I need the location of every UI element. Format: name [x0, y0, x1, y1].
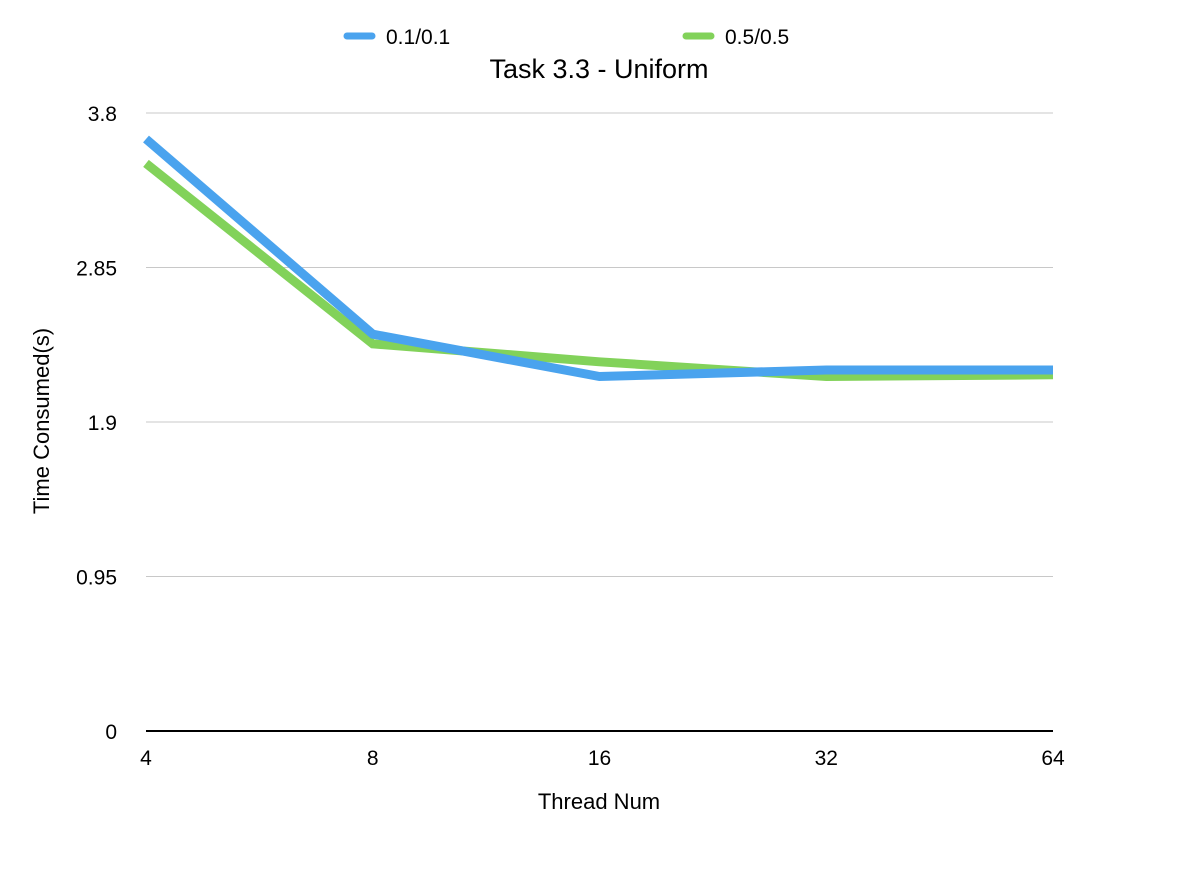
x-tick-label: 32 — [815, 747, 838, 770]
x-tick-label: 16 — [588, 747, 611, 770]
y-tick-label: 1.9 — [88, 412, 117, 435]
y-tick-label: 3.8 — [88, 103, 117, 126]
gridlines — [146, 112, 1053, 577]
x-axis-ticks: 4 8 16 32 64 — [140, 747, 1065, 770]
legend-label: 0.5/0.5 — [725, 26, 789, 49]
series-line-0 — [143, 135, 1053, 382]
x-tick-label: 4 — [140, 747, 152, 770]
x-axis-label: Thread Num — [538, 789, 660, 814]
y-axis-label: Time Consumed(s) — [29, 328, 54, 514]
series-line-1 — [143, 159, 1054, 382]
y-axis-ticks: 0 0.95 1.9 2.85 3.8 — [76, 103, 117, 744]
chart-title: Task 3.3 - Uniform — [489, 54, 708, 84]
legend-label: 0.1/0.1 — [386, 26, 450, 49]
y-tick-label: 0.95 — [76, 567, 117, 590]
x-tick-label: 64 — [1041, 747, 1065, 770]
y-tick-label: 2.85 — [76, 258, 117, 281]
legend: 0.1/0.1 0.5/0.5 — [343, 26, 789, 49]
y-tick-label: 0 — [105, 721, 117, 744]
series-lines — [143, 135, 1054, 382]
x-tick-label: 8 — [367, 747, 379, 770]
